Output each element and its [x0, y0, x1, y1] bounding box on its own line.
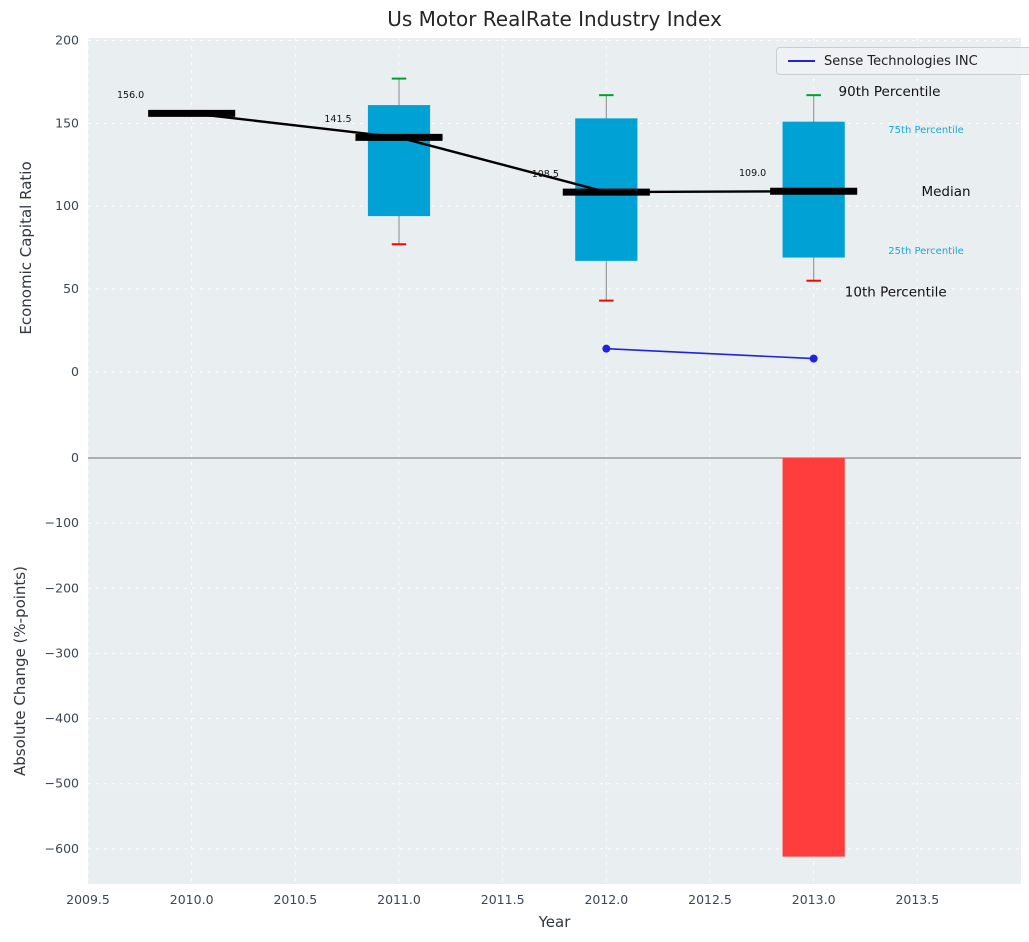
annotation-75th-percentile: 75th Percentile [888, 125, 964, 136]
x-tick-label: 2013.5 [895, 892, 939, 907]
median-value-label-2012: 108.5 [532, 169, 559, 180]
legend-label: Sense Technologies INC [824, 53, 978, 69]
annotation-25th-percentile: 25th Percentile [888, 246, 964, 257]
x-tick-label: 2013.0 [792, 892, 836, 907]
median-line [191, 112, 814, 194]
annotation-10th-percentile: 10th Percentile [845, 284, 947, 300]
top-y-tick-label: 0 [71, 364, 79, 379]
median-value-label-2011: 141.5 [324, 114, 351, 125]
x-tick-label: 2011.5 [481, 892, 525, 907]
annotation-90th-percentile: 90th Percentile [839, 84, 941, 100]
legend-line-sample-icon [788, 60, 815, 62]
x-tick-label: 2012.0 [584, 892, 628, 907]
bottom-y-axis-label: Absolute Change (%-points) [11, 566, 29, 776]
top-y-tick-label: 100 [55, 198, 79, 213]
top-y-axis-label: Economic Capital Ratio [17, 161, 35, 335]
bottom-y-tick-label: −400 [45, 711, 79, 726]
chart-title: Us Motor RealRate Industry Index [387, 7, 722, 31]
company-line [606, 347, 814, 360]
annotation-median: Median [921, 184, 970, 200]
top-y-tick-label: 200 [55, 32, 79, 47]
bottom-y-tick-label: −300 [45, 645, 79, 660]
top-y-tick-label: 150 [55, 115, 79, 130]
x-tick-label: 2012.5 [688, 892, 732, 907]
top-y-tick-label: 50 [63, 281, 79, 296]
bottom-y-tick-label: −200 [45, 580, 79, 595]
bottom-y-tick-label: −600 [45, 841, 79, 856]
median-value-label-2013: 109.0 [739, 168, 766, 179]
x-axis-label: Year [538, 913, 571, 931]
x-tick-label: 2009.5 [66, 892, 110, 907]
x-tick-label: 2010.0 [170, 892, 214, 907]
box-2011 [367, 105, 431, 217]
change-bar-2013 [782, 458, 845, 857]
median-value-label-2010: 156.0 [117, 90, 144, 101]
x-tick-label: 2010.5 [273, 892, 317, 907]
company-point-2012 [602, 344, 611, 353]
axes-background [88, 38, 1021, 884]
bottom-y-tick-label: 0 [71, 450, 79, 465]
legend: Sense Technologies INC [776, 47, 1029, 75]
company-point-2013 [809, 354, 818, 363]
bottom-y-tick-label: −500 [45, 776, 79, 791]
x-tick-label: 2011.0 [377, 892, 421, 907]
bottom-y-tick-label: −100 [45, 515, 79, 530]
